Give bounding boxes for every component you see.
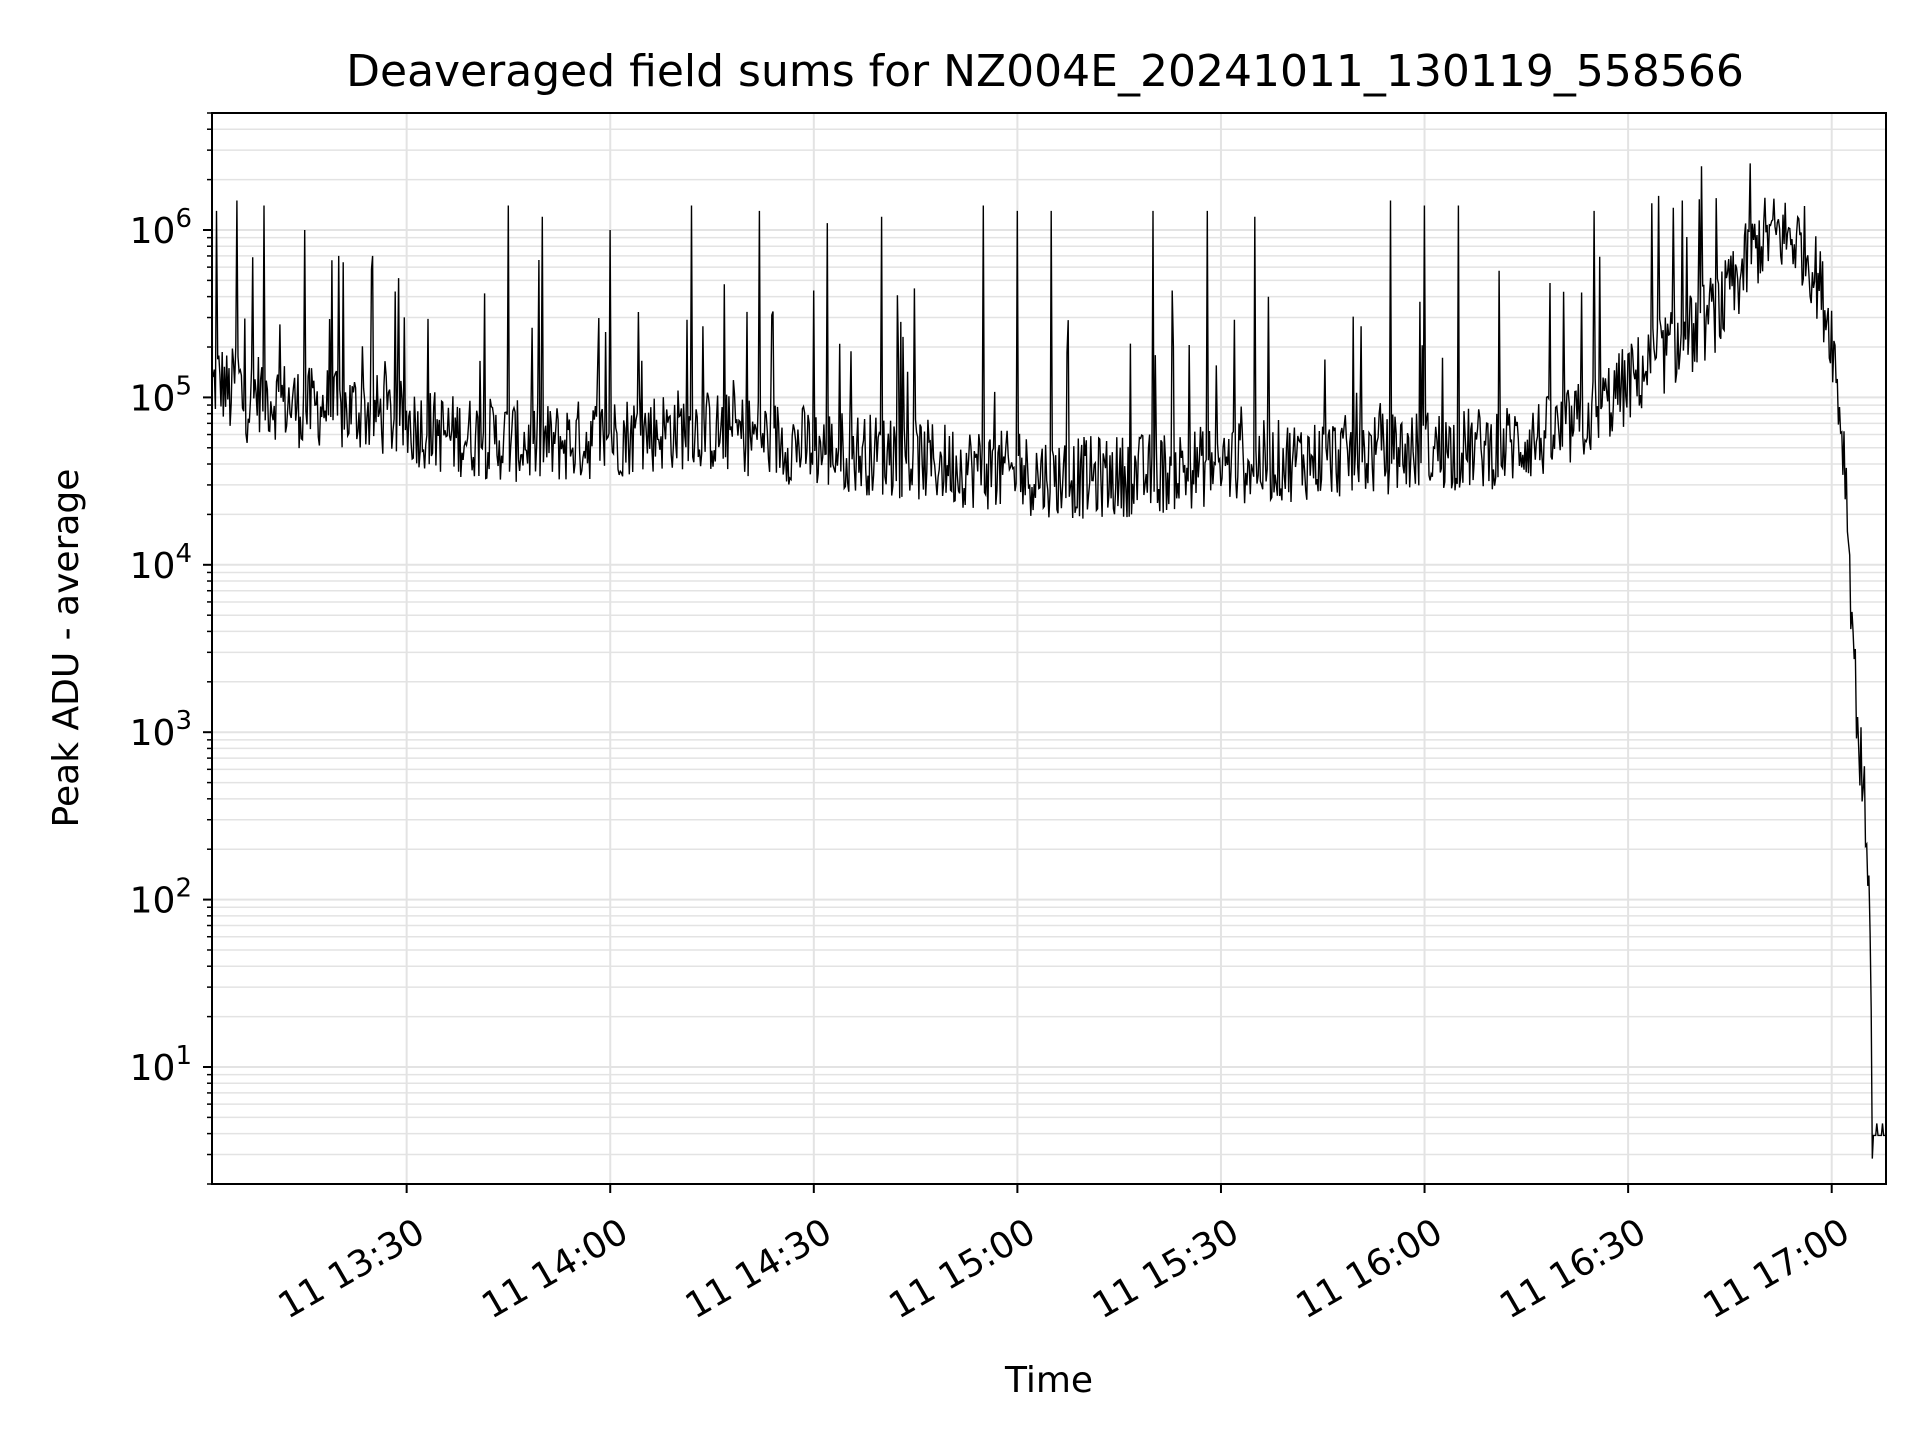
y-tick-label: 104 (130, 539, 192, 587)
y-tick-base: 10 (130, 546, 176, 587)
y-tick-base: 10 (130, 713, 176, 754)
y-tick-base: 10 (130, 378, 176, 419)
x-axis-label: Time (1004, 1360, 1093, 1401)
y-tick-base: 10 (130, 881, 176, 922)
y-tick-exponent: 3 (175, 706, 192, 736)
y-tick-exponent: 4 (175, 539, 192, 569)
y-tick-label: 102 (130, 874, 192, 922)
plot-frame (211, 112, 1887, 1185)
y-tick-label: 101 (130, 1041, 192, 1089)
y-tick-exponent: 6 (175, 204, 192, 234)
y-tick-label: 106 (130, 204, 192, 252)
y-tick-exponent: 2 (175, 874, 192, 904)
y-tick-base: 10 (130, 211, 176, 252)
y-axis-label: Peak ADU - average (46, 469, 87, 828)
y-tick-base: 10 (130, 1048, 176, 1089)
y-tick-label: 103 (130, 706, 192, 754)
y-tick-label: 105 (130, 371, 192, 419)
series-line-group (211, 163, 1886, 1159)
chart-title: Deaveraged field sums for NZ004E_2024101… (346, 46, 1744, 97)
series-line (211, 163, 1886, 1159)
y-tick-exponent: 1 (175, 1041, 192, 1071)
y-tick-exponent: 5 (175, 371, 192, 401)
